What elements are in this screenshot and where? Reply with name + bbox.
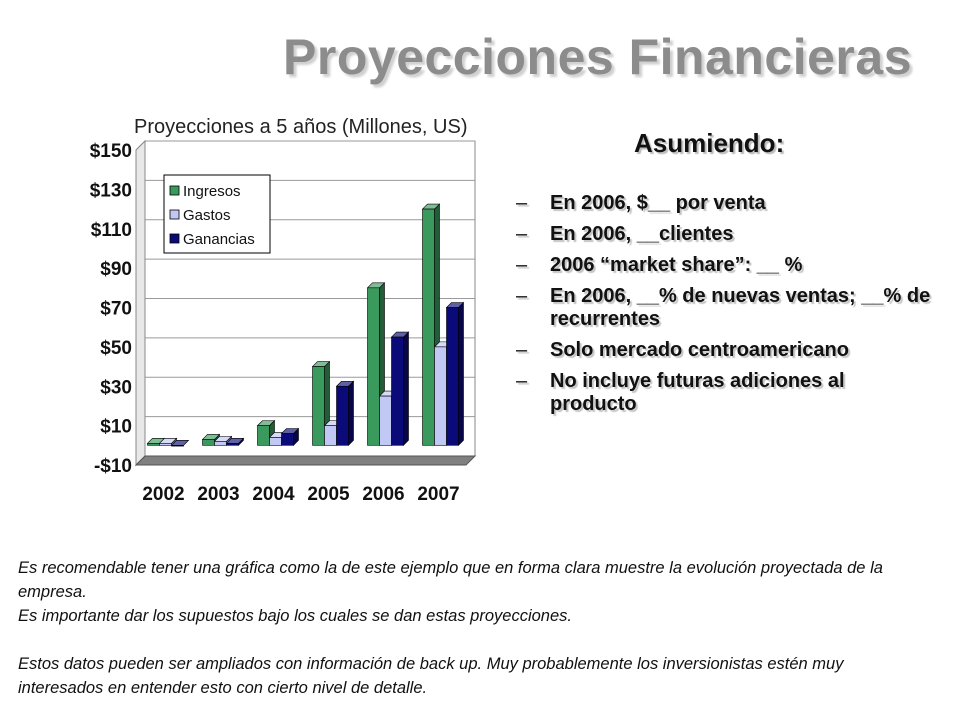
bar-side <box>458 301 464 447</box>
assumption-item: – En 2006, __clientes <box>516 223 734 245</box>
bar-ganancias-2005 <box>336 385 349 446</box>
plot-side-wall <box>135 139 146 467</box>
y-tick-label: -$10 <box>94 456 132 477</box>
notes: Es recomendable tener una gráfica como l… <box>18 556 918 700</box>
note-paragraph: Es importante dar los supuestos bajo los… <box>18 607 572 625</box>
assumptions-list: – En 2006, $__ por venta – En 2006, __clie… <box>516 192 936 424</box>
x-tick-label: 2004 <box>252 484 295 505</box>
note-paragraph: Es recomendable tener una gráfica como l… <box>18 559 883 601</box>
slide-title: Proyecciones Financieras <box>283 29 912 85</box>
bar-side <box>403 331 409 447</box>
y-tick-label: $50 <box>100 338 132 359</box>
bar-gastos-2005 <box>324 425 337 446</box>
x-tick-label: 2003 <box>197 484 239 505</box>
legend-label: Gastos <box>183 207 231 224</box>
y-tick-label: $70 <box>100 299 132 320</box>
assumption-item: – No incluye futuras adiciones al product… <box>516 370 845 415</box>
y-tick-label: $150 <box>90 141 132 162</box>
bar-ingresos-2005 <box>312 366 325 446</box>
note-paragraph: Estos datos pueden ser ampliados con inf… <box>18 655 844 697</box>
bar-ingresos-2006 <box>367 287 380 446</box>
bar-ingresos-2007 <box>422 208 435 446</box>
y-tick-label: $130 <box>90 180 132 201</box>
bar-ganancias-2003 <box>226 443 239 446</box>
bar-ganancias-2004 <box>281 433 294 446</box>
bar-chart: -$10 $10 $30 $50 $70 $90 $110 $130 $150 2002 2003 2… <box>90 139 477 505</box>
legend-label: Ingresos <box>183 183 241 200</box>
bar-gastos-2006 <box>379 395 392 446</box>
legend-swatch <box>169 185 180 196</box>
assumptions-heading: Asumiendo: <box>634 128 785 158</box>
legend-box <box>163 174 271 254</box>
x-tick-label: 2007 <box>417 484 459 505</box>
legend-label: Ganancias <box>183 231 255 248</box>
bar-ganancias-2006 <box>391 336 404 446</box>
bar-ganancias-2002 <box>171 445 184 447</box>
plot-floor <box>134 455 477 466</box>
bar-gastos-2003 <box>214 441 227 446</box>
bar-gastos-2007 <box>434 346 447 446</box>
chart-title: Proyecciones a 5 años (Millones, US) <box>134 116 468 138</box>
legend-swatch <box>169 233 180 244</box>
assumption-item: – En 2006, __% de nuevas ventas; __% de r… <box>516 285 931 330</box>
y-tick-label: $90 <box>100 259 132 280</box>
bar-ganancias-2007 <box>446 307 459 446</box>
bar-gastos-2004 <box>269 437 282 446</box>
bar-side <box>348 380 354 447</box>
y-tick-label: $110 <box>91 220 132 241</box>
bar-ingresos-2003 <box>202 439 215 446</box>
y-tick-label: $30 <box>100 377 132 398</box>
bar-ingresos-2004 <box>257 425 270 446</box>
x-tick-label: 2002 <box>142 484 184 505</box>
assumption-item: – En 2006, $__ por venta <box>516 192 766 214</box>
bar-ingresos-2002 <box>147 443 160 446</box>
bar-gastos-2002 <box>159 443 172 446</box>
assumption-item: –2006 “market share”: __ % <box>516 254 803 276</box>
x-tick-label: 2005 <box>307 484 350 505</box>
legend-swatch <box>169 209 180 220</box>
x-tick-label: 2006 <box>362 484 404 505</box>
assumption-item: – Solo mercado centroamericano <box>516 339 849 361</box>
y-tick-label: $10 <box>100 417 132 438</box>
